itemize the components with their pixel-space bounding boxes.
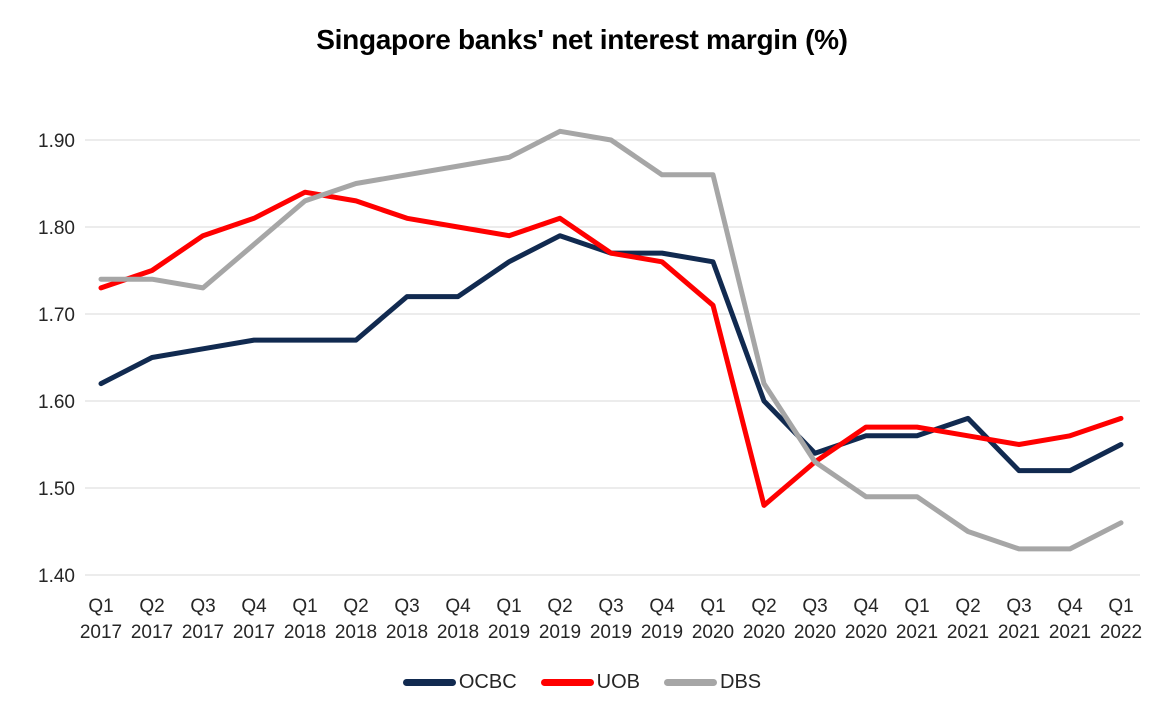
legend-line-swatch-dbs — [664, 679, 717, 686]
x-tick-label-year: 2019 — [641, 622, 683, 643]
x-tick-label-quarter: Q1 — [292, 596, 317, 617]
x-tick-label-quarter: Q1 — [496, 596, 521, 617]
x-tick-label-quarter: Q3 — [394, 596, 419, 617]
legend-label-dbs: DBS — [720, 671, 762, 693]
series-line-uob — [98, 189, 1124, 508]
y-tick-label: 1.60 — [38, 392, 75, 413]
x-tick-label-quarter: Q1 — [904, 596, 929, 617]
x-tick-label-year: 2021 — [896, 622, 938, 643]
x-tick-label-quarter: Q4 — [241, 596, 267, 617]
x-tick-label-quarter: Q2 — [547, 596, 572, 617]
legend-label-ocbc: OCBC — [458, 671, 517, 693]
x-tick-label-year: 2017 — [80, 622, 122, 643]
x-tick-label-quarter: Q2 — [955, 596, 980, 617]
x-tick-label-quarter: Q3 — [190, 596, 215, 617]
legend-item-uob[interactable]: UOB — [540, 671, 640, 694]
x-tick-label-year: 2021 — [998, 622, 1040, 643]
legend-item-ocbc[interactable]: OCBC — [402, 671, 517, 694]
x-tick-label-year: 2017 — [182, 622, 224, 643]
x-tick-label-year: 2021 — [1049, 622, 1091, 643]
x-tick-label-quarter: Q3 — [802, 596, 827, 617]
x-tick-label-year: 2022 — [1100, 622, 1142, 643]
x-tick-label-year: 2020 — [692, 622, 734, 643]
x-tick-label-quarter: Q2 — [343, 596, 368, 617]
y-tick-label: 1.40 — [38, 566, 75, 587]
x-tick-label-year: 2018 — [284, 622, 326, 643]
x-tick-label-quarter: Q1 — [700, 596, 725, 617]
x-tick-label-year: 2020 — [743, 622, 785, 643]
chart-title: Singapore banks' net interest margin (%) — [316, 24, 848, 55]
x-tick-label-quarter: Q4 — [1057, 596, 1083, 617]
x-tick-label-year: 2018 — [386, 622, 428, 643]
x-tick-label-quarter: Q1 — [1108, 596, 1133, 617]
x-tick-label-quarter: Q4 — [445, 596, 471, 617]
series-line-dbs — [98, 128, 1124, 552]
x-tick-label-quarter: Q4 — [853, 596, 879, 617]
x-tick-label-quarter: Q4 — [649, 596, 675, 617]
x-tick-label-quarter: Q3 — [598, 596, 623, 617]
x-tick-label-year: 2017 — [131, 622, 173, 643]
x-tick-label-quarter: Q2 — [751, 596, 776, 617]
x-tick-label-quarter: Q3 — [1006, 596, 1031, 617]
x-tick-label-year: 2021 — [947, 622, 989, 643]
x-tick-label-quarter: Q1 — [88, 596, 113, 617]
x-tick-label-year: 2019 — [539, 622, 581, 643]
x-tick-label-year: 2017 — [233, 622, 275, 643]
x-tick-label-year: 2020 — [794, 622, 836, 643]
y-tick-label: 1.80 — [38, 218, 75, 239]
y-tick-label: 1.70 — [38, 305, 75, 326]
y-tick-label: 1.50 — [38, 479, 75, 500]
chart-legend: OCBC UOB DBS — [0, 671, 1164, 694]
legend-label-uob: UOB — [596, 671, 640, 693]
legend-line-swatch-ocbc — [402, 679, 456, 686]
legend-item-dbs[interactable]: DBS — [664, 671, 761, 694]
x-tick-label-quarter: Q2 — [139, 596, 164, 617]
x-tick-label-year: 2018 — [437, 622, 479, 643]
x-tick-label-year: 2018 — [335, 622, 377, 643]
y-tick-label: 1.90 — [38, 131, 75, 152]
legend-line-swatch-uob — [540, 679, 594, 686]
x-tick-label-year: 2020 — [845, 622, 887, 643]
x-tick-label-year: 2019 — [590, 622, 632, 643]
x-tick-label-year: 2019 — [488, 622, 530, 643]
